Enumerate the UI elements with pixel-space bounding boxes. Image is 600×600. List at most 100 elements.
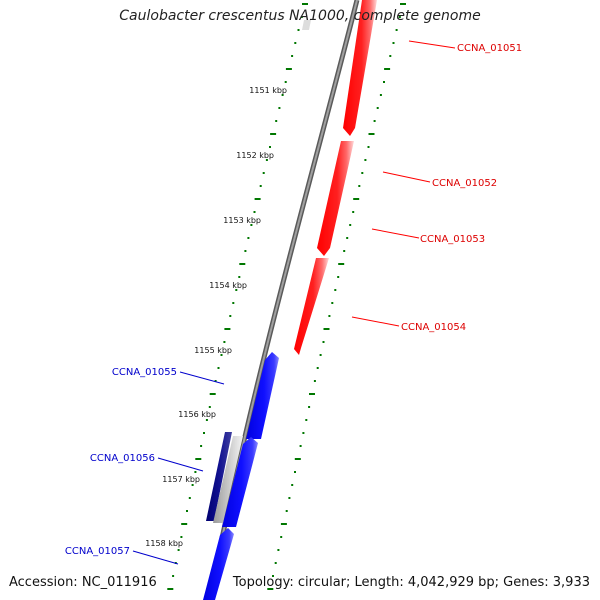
outer-ring-tick bbox=[352, 211, 355, 213]
outer-ring-tick bbox=[316, 367, 319, 369]
gene-arrow-ccna-01056-pseudo bbox=[213, 436, 243, 523]
gene-arrow-ccna-01052[interactable] bbox=[317, 141, 354, 256]
inner-ring-tick bbox=[167, 588, 174, 590]
gene-label-ccna-01052[interactable]: CCNA_01052 bbox=[432, 178, 497, 189]
outer-ring-tick bbox=[346, 237, 349, 239]
gene-label-ccna-01055[interactable]: CCNA_01055 bbox=[112, 367, 177, 378]
inner-ring-tick bbox=[244, 250, 247, 252]
outer-ring-tick bbox=[373, 120, 376, 122]
inner-ring-tick bbox=[186, 510, 188, 512]
genome-title: Caulobacter crescentus NA1000, complete … bbox=[119, 8, 481, 24]
outer-ring-tick bbox=[353, 198, 360, 200]
gene-label-ccna-01056[interactable]: CCNA_01056 bbox=[90, 453, 155, 464]
outer-ring-tick bbox=[285, 510, 288, 512]
inner-ring-tick bbox=[297, 29, 300, 31]
inner-ring-tick bbox=[281, 94, 284, 96]
inner-ring-tick bbox=[278, 107, 281, 109]
inner-ring-tick bbox=[300, 16, 303, 18]
scale-label-1154: 1154 kbp bbox=[209, 281, 247, 290]
inner-ring-tick bbox=[223, 341, 226, 343]
outer-ring-tick bbox=[309, 393, 315, 395]
outer-ring-tick bbox=[277, 549, 280, 551]
outer-tick-ring bbox=[267, 3, 406, 590]
inner-ring-tick bbox=[177, 549, 180, 551]
scale-label-1153: 1153 kbp bbox=[223, 216, 261, 225]
leader-line-ccna-01052 bbox=[382, 171, 431, 183]
inner-ring-tick bbox=[265, 159, 268, 161]
inner-ring-tick bbox=[172, 575, 175, 577]
gene-arrow-ccna-01055[interactable] bbox=[246, 352, 279, 439]
inner-ring-tick bbox=[284, 81, 287, 83]
outer-ring-tick bbox=[392, 42, 395, 44]
gene-label-ccna-01057[interactable]: CCNA_01057 bbox=[65, 546, 130, 557]
scale-label-1155: 1155 kbp bbox=[194, 346, 232, 355]
inner-ring-tick bbox=[180, 536, 183, 538]
outer-ring-tick bbox=[367, 146, 370, 148]
inner-ring-tick bbox=[181, 523, 188, 525]
inner-ring-tick bbox=[235, 289, 238, 291]
inner-ring-tick bbox=[191, 484, 194, 486]
leader-line-ccna-01055 bbox=[179, 371, 225, 385]
outer-ring-tick bbox=[337, 276, 340, 278]
leader-line-ccna-01053 bbox=[371, 228, 420, 239]
inner-ring-tick bbox=[254, 198, 261, 200]
gene-arrow-ccna-01056[interactable] bbox=[222, 437, 258, 527]
leader-lines bbox=[132, 40, 456, 565]
inner-ring-tick bbox=[253, 211, 256, 213]
outer-ring-tick bbox=[395, 29, 398, 31]
outer-ring-tick bbox=[305, 419, 308, 421]
inner-ring-tick bbox=[229, 315, 232, 317]
gene-label-ccna-01051[interactable]: CCNA_01051 bbox=[457, 43, 522, 54]
outer-ring-tick bbox=[308, 406, 311, 408]
leader-line-ccna-01054 bbox=[351, 316, 400, 327]
outer-ring-tick bbox=[322, 341, 325, 343]
scale-label-1156: 1156 kbp bbox=[178, 410, 216, 419]
gene-arrow-ccna-01057[interactable] bbox=[203, 528, 234, 600]
outer-ring-tick bbox=[376, 107, 379, 109]
inner-ring-tick bbox=[195, 458, 202, 460]
outer-ring-tick bbox=[274, 562, 277, 564]
outer-ring-tick bbox=[323, 328, 330, 330]
outer-ring-tick bbox=[343, 250, 346, 252]
inner-ring-tick bbox=[270, 133, 277, 135]
leader-line-ccna-01057 bbox=[132, 550, 179, 565]
scale-label-1158: 1158 kbp bbox=[145, 539, 183, 548]
gene-fragment-grey bbox=[302, 20, 311, 30]
outer-ring-tick bbox=[272, 575, 274, 577]
inner-ring-tick bbox=[250, 224, 253, 226]
scale-label-1152: 1152 kbp bbox=[236, 151, 274, 160]
gene-label-ccna-01053[interactable]: CCNA_01053 bbox=[420, 234, 485, 245]
gene-arrow-ccna-01053[interactable] bbox=[294, 258, 329, 355]
inner-ring-tick bbox=[269, 146, 271, 148]
outer-ring-tick bbox=[291, 484, 294, 486]
outer-ring-tick bbox=[368, 133, 375, 135]
gene-label-ccna-01054[interactable]: CCNA_01054 bbox=[401, 322, 466, 333]
inner-tick-ring bbox=[167, 3, 308, 590]
inner-ring-tick bbox=[200, 445, 203, 447]
inner-ring-tick bbox=[224, 328, 231, 330]
inner-ring-tick bbox=[220, 354, 223, 356]
inner-ring-tick bbox=[239, 263, 246, 265]
inner-ring-tick bbox=[232, 302, 235, 304]
outer-ring-tick bbox=[302, 432, 305, 434]
inner-ring-tick bbox=[208, 406, 211, 408]
outer-ring-tick bbox=[331, 302, 334, 304]
outer-ring-tick bbox=[334, 289, 337, 291]
inner-ring-tick bbox=[217, 367, 220, 369]
outer-ring-tick bbox=[398, 16, 401, 18]
inner-ring-tick bbox=[285, 68, 292, 70]
gene-arrow-ccna-01051[interactable] bbox=[343, 0, 377, 136]
inner-ring-tick bbox=[209, 393, 216, 395]
inner-ring-tick bbox=[294, 42, 297, 44]
gene-arrow-ccna-01056-inner[interactable] bbox=[206, 432, 232, 521]
inner-ring-tick bbox=[188, 497, 191, 499]
outer-ring-tick bbox=[364, 159, 367, 161]
genome-summary-text: Topology: circular; Length: 4,042,929 bp… bbox=[232, 575, 590, 590]
inner-ring-tick bbox=[194, 471, 197, 473]
inner-ring-tick bbox=[262, 172, 265, 174]
outer-ring-tick bbox=[294, 458, 301, 460]
outer-ring-tick bbox=[328, 315, 331, 317]
leader-line-ccna-01051 bbox=[408, 40, 456, 49]
